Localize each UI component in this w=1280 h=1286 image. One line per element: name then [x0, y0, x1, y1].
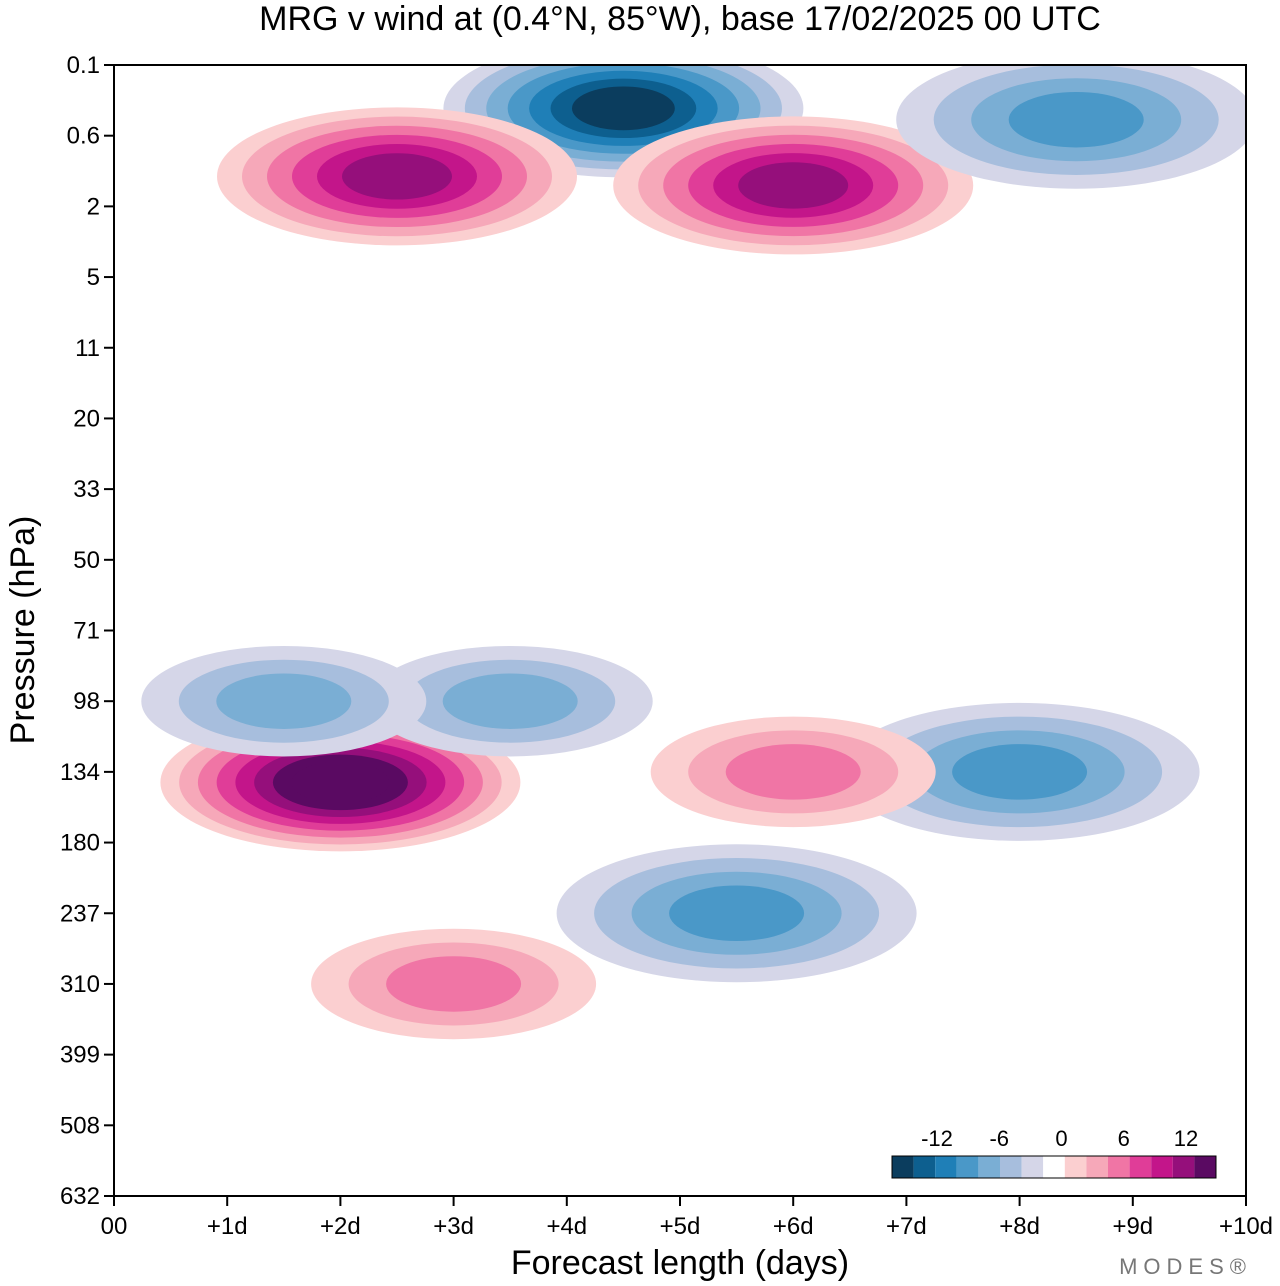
colorbar-label: 6: [1118, 1126, 1130, 1151]
y-tick-label: 508: [60, 1112, 100, 1139]
y-tick-label: 180: [60, 830, 100, 857]
x-tick-label: +2d: [320, 1213, 361, 1240]
y-tick-label: 71: [73, 618, 100, 645]
x-tick-label: +9d: [1112, 1213, 1153, 1240]
contour-feature: [367, 645, 653, 757]
colorbar-swatch: [935, 1156, 957, 1178]
chart-title: MRG v wind at (0.4°N, 85°W), base 17/02/…: [259, 0, 1101, 38]
x-tick-label: +8d: [999, 1213, 1040, 1240]
colorbar-label: 0: [1055, 1126, 1067, 1151]
contour-feature: [650, 716, 936, 828]
colorbar-swatch: [956, 1156, 979, 1178]
contour-feature: [311, 928, 597, 1040]
contour-level: [216, 673, 352, 729]
y-tick-label: 0.6: [67, 123, 100, 150]
x-tick-label: +3d: [433, 1213, 474, 1240]
colorbar-swatch: [1129, 1156, 1152, 1178]
colorbar-label: 12: [1174, 1126, 1198, 1151]
contour-feature: [217, 107, 577, 246]
y-tick-label: 50: [73, 547, 100, 574]
colorbar-swatch: [1086, 1156, 1108, 1178]
contour-level: [342, 153, 452, 200]
contour-feature: [839, 702, 1200, 841]
x-axis-title: Forecast length (days): [511, 1244, 849, 1282]
colorbar-frame: [891, 1155, 1217, 1179]
colorbar-swatch: [978, 1156, 1000, 1178]
x-tick-label: +1d: [207, 1213, 248, 1240]
y-tick-label: 632: [60, 1183, 100, 1210]
colorbar-swatch: [913, 1156, 936, 1178]
y-tick-label: 98: [73, 688, 100, 715]
colorbar-swatch: [1194, 1156, 1216, 1178]
colorbar-swatch: [1021, 1156, 1044, 1178]
contour-feature: [141, 645, 427, 757]
colorbar-swatch: [1000, 1156, 1022, 1178]
colorbar-swatch: [1043, 1156, 1065, 1178]
colorbar-swatch: [1151, 1156, 1173, 1178]
x-tick-label: +4d: [546, 1213, 587, 1240]
y-tick-label: 134: [60, 759, 100, 786]
y-tick-label: 33: [73, 476, 100, 503]
contour-feature: [556, 844, 917, 983]
y-tick-label: 399: [60, 1042, 100, 1069]
colorbar-label: -6: [989, 1126, 1009, 1151]
x-tick-label: +6d: [773, 1213, 814, 1240]
contour-feature: [896, 65, 1246, 189]
contour-level: [386, 956, 522, 1012]
y-tick-label: 310: [60, 971, 100, 998]
colorbar-swatch: [1172, 1156, 1195, 1178]
y-axis: 0.1 0.6 2 5 11 20 33 50 71 98 134 180 237 310 399 508 63…: [60, 52, 114, 1210]
contour-level: [738, 162, 849, 209]
colorbar-label: -12: [921, 1126, 953, 1151]
contour-level: [291, 761, 390, 804]
colorbar-swatch: [892, 1156, 914, 1178]
colorbar-swatch: [1064, 1156, 1087, 1178]
x-tick-label: +5d: [660, 1213, 701, 1240]
x-tick-label: +10d: [1219, 1213, 1273, 1240]
contour-feature: [613, 116, 974, 255]
contour-level: [571, 86, 675, 131]
contour-field: [141, 65, 1246, 1040]
x-tick-label: +7d: [886, 1213, 927, 1240]
contour-level: [669, 885, 805, 941]
contour-level: [1008, 91, 1144, 148]
colorbar: -12 -6 0 6 12: [891, 1126, 1217, 1179]
colorbar-swatch: [1108, 1156, 1130, 1178]
contour-level: [952, 744, 1088, 800]
contour-level: [442, 673, 578, 729]
modes-logo: MODES®: [1119, 1254, 1252, 1279]
y-tick-label: 2: [87, 193, 100, 220]
contour-level: [725, 744, 861, 800]
y-tick-label: 11: [75, 335, 100, 362]
y-tick-label: 5: [87, 264, 100, 291]
y-tick-label: 20: [73, 405, 100, 432]
y-tick-label: 0.1: [67, 52, 100, 79]
x-axis: 00 +1d +2d +3d +4d +5d +6d +7d +8d +9d +10d: [101, 1196, 1273, 1240]
y-tick-label: 237: [60, 900, 100, 927]
y-axis-title: Pressure (hPa): [4, 516, 42, 745]
x-tick-label: 00: [101, 1213, 128, 1240]
